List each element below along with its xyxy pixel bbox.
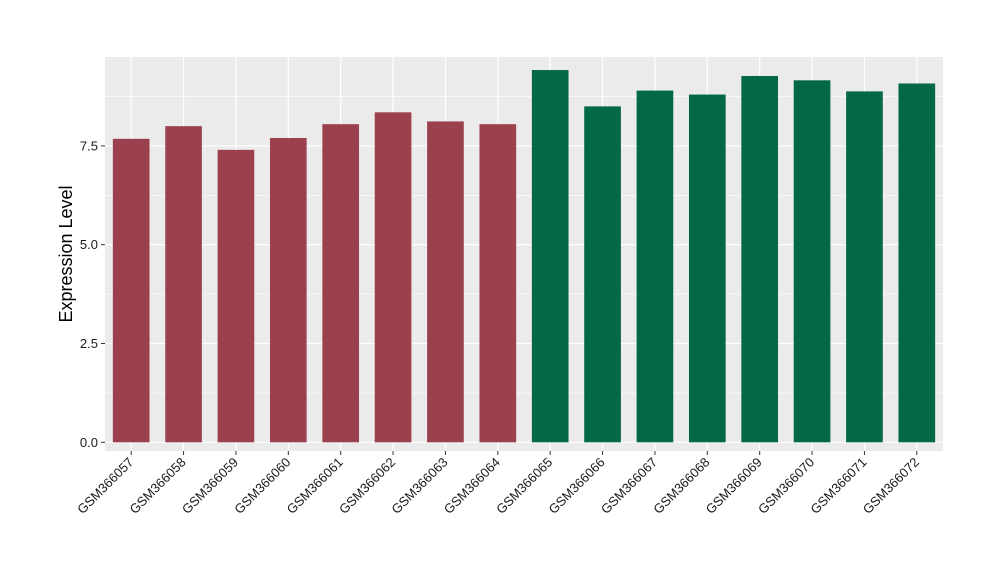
bar-GSM366065 [531,70,569,443]
y-axis-title: Expression Level [56,185,76,322]
y-tick-label: 2.5 [80,336,98,351]
x-tick-label: GSM366072 [860,455,922,517]
bar-GSM366071 [846,91,883,443]
y-tick-label: 5.0 [80,237,98,252]
bar-GSM366061 [322,124,360,443]
bar-GSM366070 [793,80,831,443]
bar-GSM366072 [898,83,936,443]
bar-GSM366067 [636,90,674,443]
y-tick-label: 0.0 [80,435,98,450]
bar-GSM366062 [374,112,412,443]
bars [112,70,936,443]
x-axis: GSM366057GSM366058GSM366059GSM366060GSM3… [74,451,922,517]
bar-GSM366057 [112,138,150,443]
bar-GSM366063 [427,121,464,443]
y-axis: 0.0 2.5 5.0 7.5 [80,138,105,450]
bar-GSM366058 [165,126,202,443]
bar-GSM366060 [269,138,307,443]
bar-GSM366064 [479,124,517,443]
y-tick-label: 7.5 [80,138,98,153]
bar-GSM366069 [741,75,779,443]
bar-GSM366066 [584,106,621,443]
bar-GSM366059 [217,149,255,443]
bar-GSM366068 [688,94,726,443]
